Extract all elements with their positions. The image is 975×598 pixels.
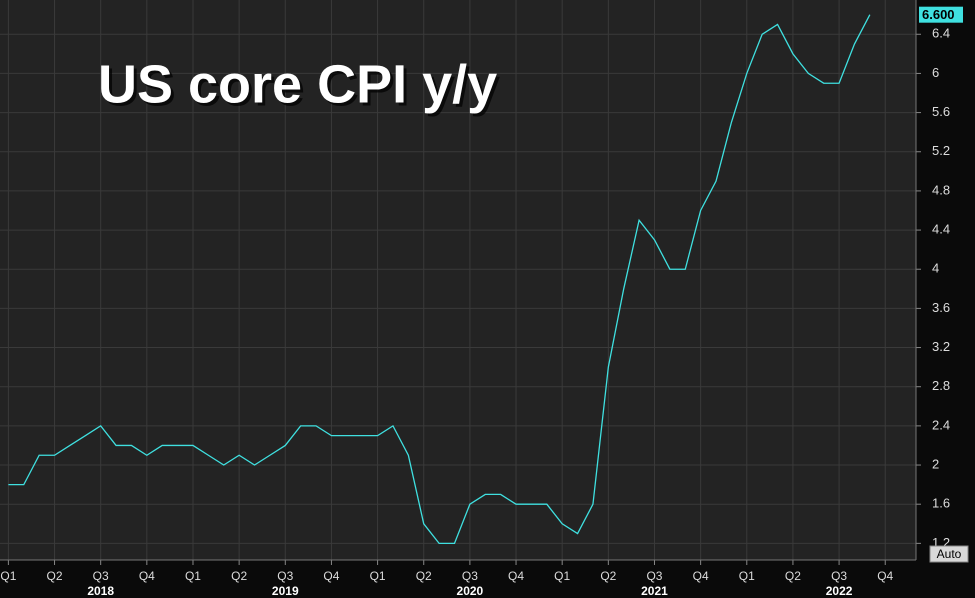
x-tick-label: Q4 [139,569,155,583]
x-tick-label: Q1 [554,569,570,583]
y-tick-label: 4 [932,261,939,276]
y-tick-label: 4.8 [932,182,950,197]
data-line [8,14,871,545]
auto-button-box[interactable] [929,545,969,563]
x-tick-label: Q3 [93,569,109,583]
x-tick-label: Q3 [277,569,293,583]
y-tick-label: 6.4 [932,26,950,41]
year-label: 2019 [272,584,299,598]
year-label: 2022 [826,584,853,598]
x-tick-label: Q2 [600,569,616,583]
x-tick-label: Q4 [693,569,709,583]
y-tick-label: 2.4 [932,417,950,432]
marks [8,14,871,545]
y-tick-label: 2.8 [932,378,950,393]
x-tick-label: Q2 [231,569,247,583]
chart-title-shadow: US core CPI y/y [101,57,500,117]
y-tick-label: 4.4 [932,222,950,237]
x-tick-label: Q1 [0,569,16,583]
grid [0,0,921,565]
x-tick-label: Q4 [323,569,339,583]
year-label: 2020 [457,584,484,598]
x-tick-label: Q3 [646,569,662,583]
x-tick-label: Q3 [831,569,847,583]
y-tick-label: 5.2 [932,143,950,158]
x-tick-label: Q2 [47,569,63,583]
x-tick-label: Q4 [877,569,893,583]
y-tick-label: 2 [932,456,939,471]
x-tick-label: Q1 [370,569,386,583]
value-label: 6.600 [922,7,955,22]
y-tick-label: 3.6 [932,300,950,315]
chart-title: US core CPI y/y [98,54,497,114]
value-label-box [919,6,963,23]
year-label: 2021 [641,584,668,598]
x-tick-label: Q3 [462,569,478,583]
auto-button[interactable]: Auto [937,547,962,561]
y-tick-label: 5.6 [932,104,950,119]
x-tick-label: Q2 [416,569,432,583]
x-tick-label: Q1 [185,569,201,583]
plot-area [0,0,916,560]
y-tick-label: 1.6 [932,496,950,511]
x-tick-label: Q1 [739,569,755,583]
year-label: 2018 [87,584,114,598]
y-tick-label: 6.8 [932,0,950,2]
y-tick-label: 3.2 [932,339,950,354]
x-tick-label: Q2 [785,569,801,583]
y-tick-label: 6 [932,65,939,80]
x-tick-label: Q4 [508,569,524,583]
